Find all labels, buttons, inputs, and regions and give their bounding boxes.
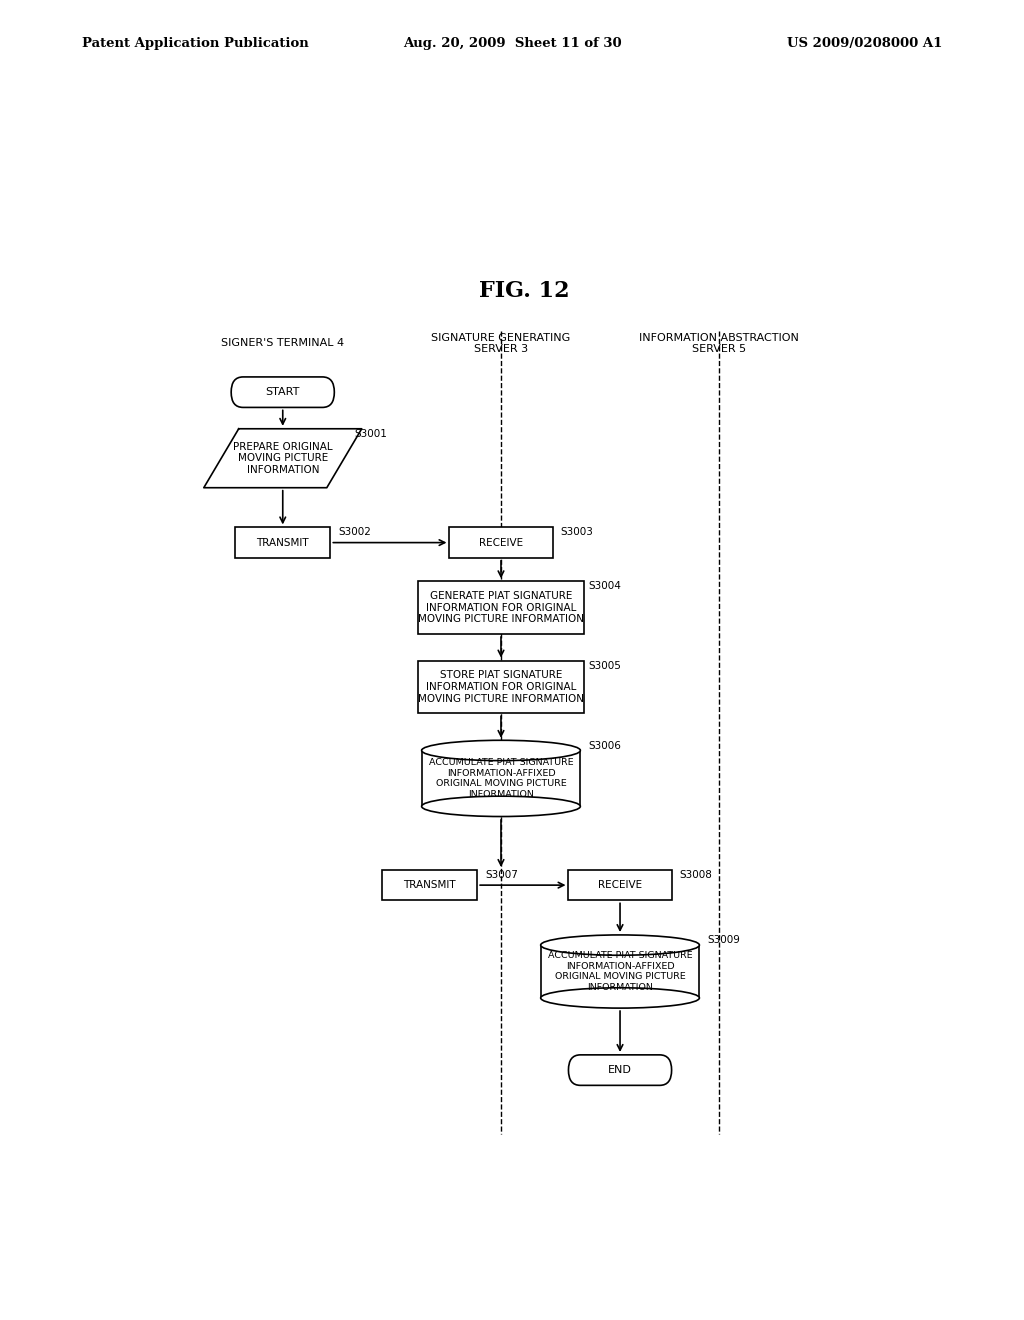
Polygon shape xyxy=(422,751,581,807)
Text: INFORMATION ABSTRACTION
SERVER 5: INFORMATION ABSTRACTION SERVER 5 xyxy=(639,333,799,354)
Text: FIG. 12: FIG. 12 xyxy=(479,280,570,301)
Text: S3009: S3009 xyxy=(708,935,740,945)
Ellipse shape xyxy=(422,741,581,760)
Bar xyxy=(236,528,331,558)
Text: S3007: S3007 xyxy=(485,870,518,880)
Bar xyxy=(382,870,477,900)
Bar xyxy=(418,581,585,634)
Text: S3001: S3001 xyxy=(354,429,387,438)
Text: S3003: S3003 xyxy=(560,528,593,537)
Text: STORE PIAT SIGNATURE
INFORMATION FOR ORIGINAL
MOVING PICTURE INFORMATION: STORE PIAT SIGNATURE INFORMATION FOR ORI… xyxy=(418,671,584,704)
Polygon shape xyxy=(204,429,361,487)
Text: US 2009/0208000 A1: US 2009/0208000 A1 xyxy=(786,37,942,50)
Text: PREPARE ORIGINAL
MOVING PICTURE
INFORMATION: PREPARE ORIGINAL MOVING PICTURE INFORMAT… xyxy=(232,442,333,475)
Text: S3005: S3005 xyxy=(588,660,622,671)
Text: GENERATE PIAT SIGNATURE
INFORMATION FOR ORIGINAL
MOVING PICTURE INFORMATION: GENERATE PIAT SIGNATURE INFORMATION FOR … xyxy=(418,591,584,624)
Polygon shape xyxy=(541,945,699,998)
Text: S3004: S3004 xyxy=(588,581,622,591)
Ellipse shape xyxy=(422,796,581,817)
Text: SIGNATURE GENERATING
SERVER 3: SIGNATURE GENERATING SERVER 3 xyxy=(431,333,570,354)
Text: TRANSMIT: TRANSMIT xyxy=(256,537,309,548)
Text: RECEIVE: RECEIVE xyxy=(479,537,523,548)
Text: ACCUMULATE PIAT SIGNATURE
INFORMATION-AFFIXED
ORIGINAL MOVING PICTURE
INFORMATIO: ACCUMULATE PIAT SIGNATURE INFORMATION-AF… xyxy=(548,952,692,991)
Text: Aug. 20, 2009  Sheet 11 of 30: Aug. 20, 2009 Sheet 11 of 30 xyxy=(402,37,622,50)
Ellipse shape xyxy=(541,987,699,1008)
Text: S3002: S3002 xyxy=(338,528,371,537)
Text: END: END xyxy=(608,1065,632,1074)
Text: Patent Application Publication: Patent Application Publication xyxy=(82,37,308,50)
Bar xyxy=(418,660,585,713)
Text: ACCUMULATE PIAT SIGNATURE
INFORMATION-AFFIXED
ORIGINAL MOVING PICTURE
INFORMATIO: ACCUMULATE PIAT SIGNATURE INFORMATION-AF… xyxy=(429,758,573,799)
Text: S3006: S3006 xyxy=(588,741,622,751)
Text: RECEIVE: RECEIVE xyxy=(598,880,642,890)
FancyBboxPatch shape xyxy=(568,1055,672,1085)
Bar xyxy=(450,528,553,558)
Bar xyxy=(568,870,672,900)
Text: SIGNER'S TERMINAL 4: SIGNER'S TERMINAL 4 xyxy=(221,338,344,348)
Text: S3008: S3008 xyxy=(680,870,713,880)
Ellipse shape xyxy=(541,935,699,956)
Text: START: START xyxy=(265,387,300,397)
Text: TRANSMIT: TRANSMIT xyxy=(403,880,456,890)
FancyBboxPatch shape xyxy=(231,378,334,408)
